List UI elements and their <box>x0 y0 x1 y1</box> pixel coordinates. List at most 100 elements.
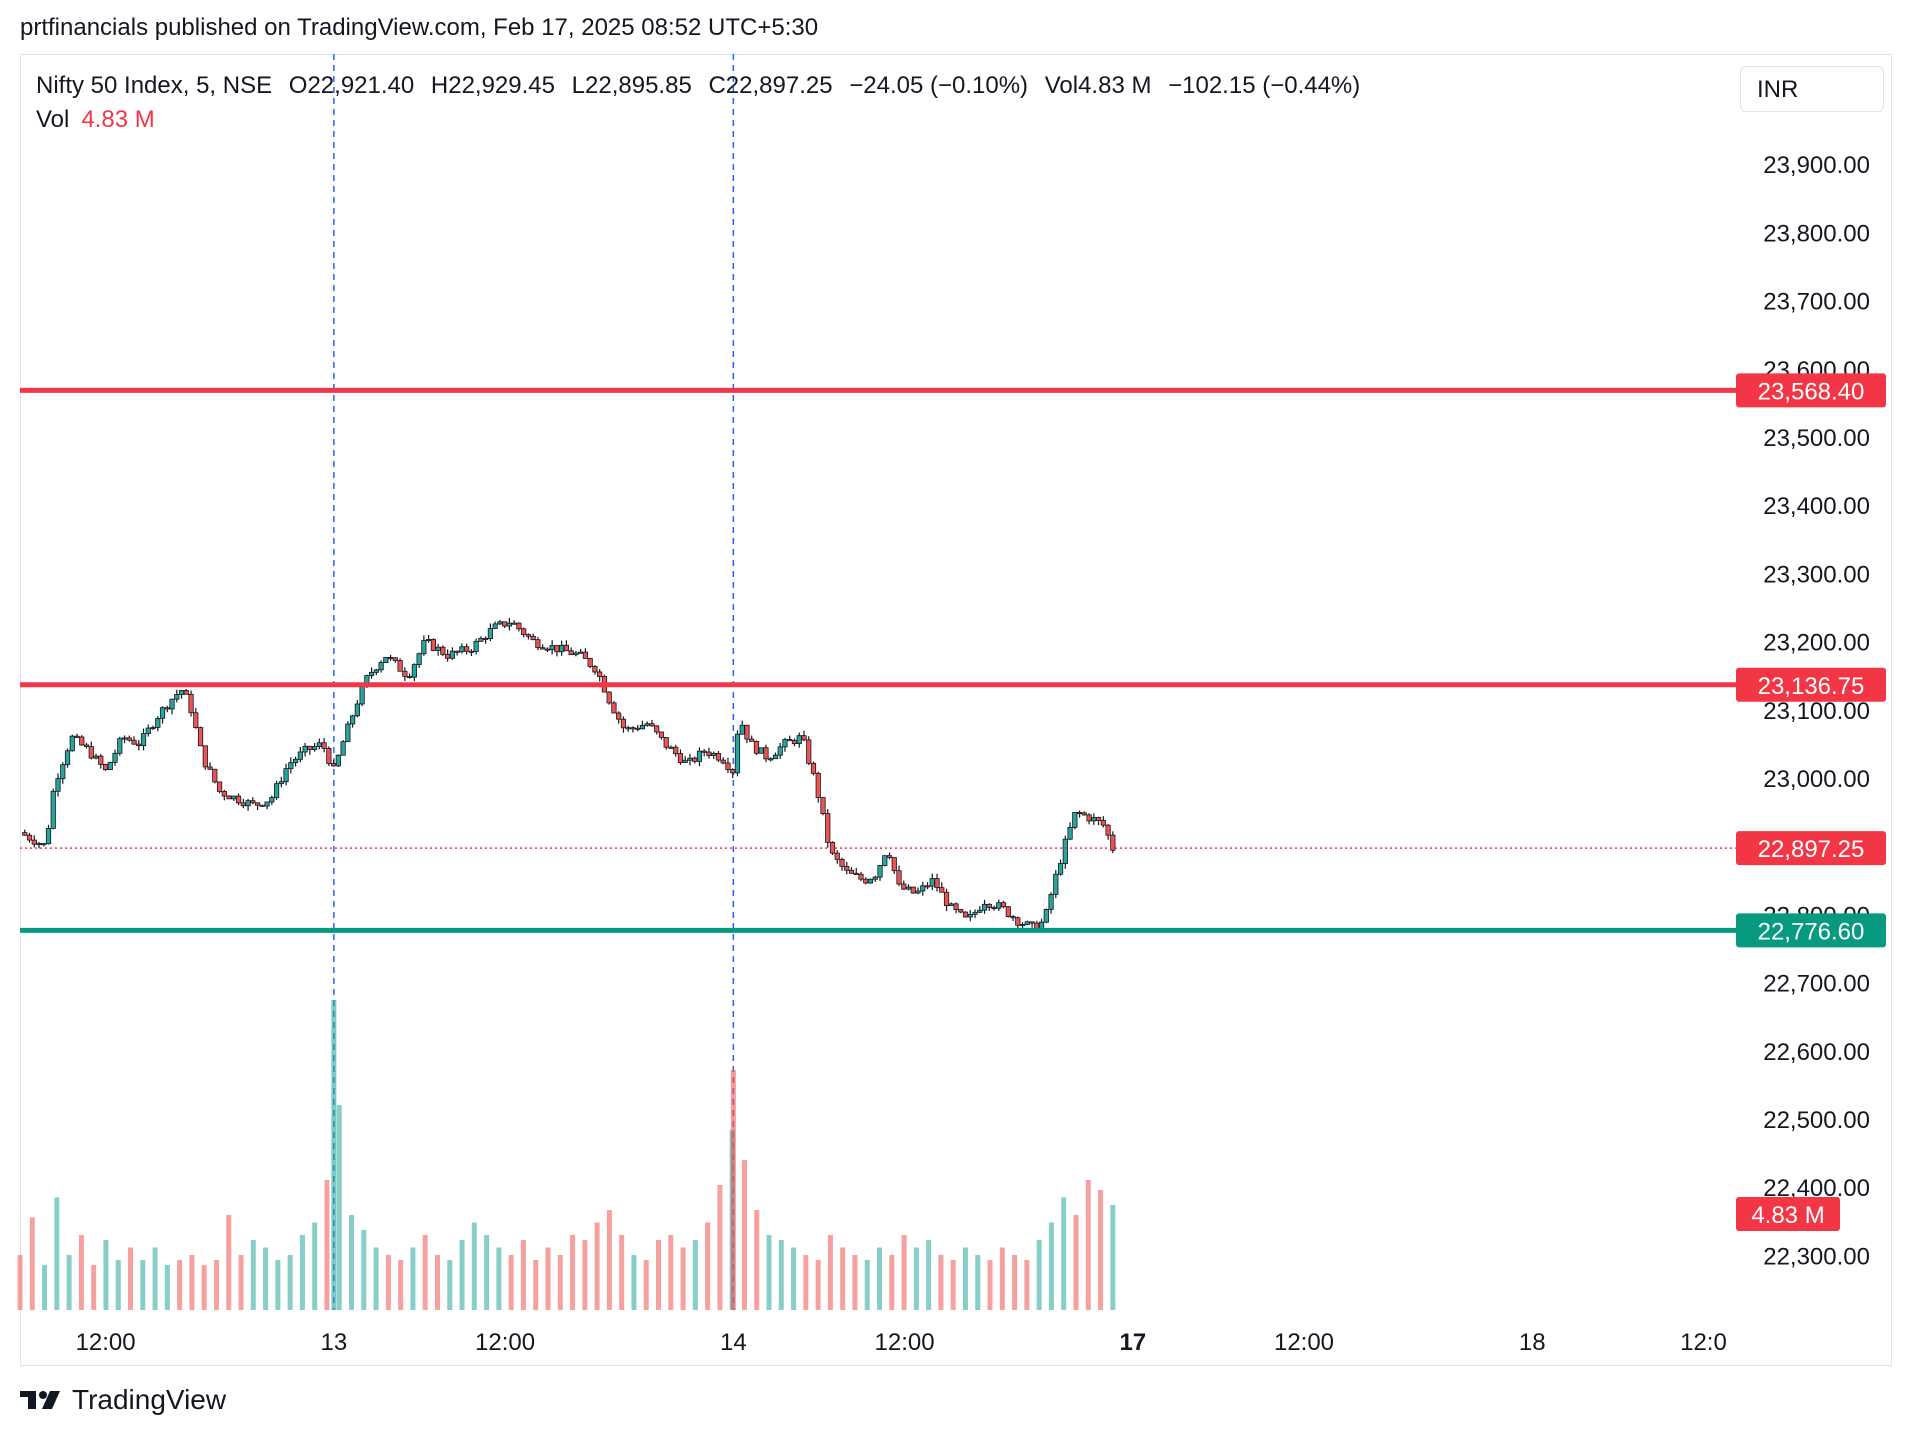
candle-body <box>1053 873 1059 895</box>
tradingview-brand: TradingView <box>20 1384 226 1416</box>
volume-bar <box>1110 1205 1116 1310</box>
volume-bar <box>950 1260 956 1310</box>
candle-body <box>630 727 636 730</box>
candle-body <box>625 727 631 730</box>
candle-body <box>1024 921 1030 925</box>
candle-body <box>1043 909 1049 923</box>
candle-body <box>563 644 570 652</box>
candle-body <box>31 839 37 845</box>
candle-body <box>616 712 622 720</box>
candle-body <box>178 690 185 695</box>
candle-body <box>502 621 508 627</box>
candle-body <box>202 745 208 768</box>
candle-body <box>421 640 427 655</box>
volume-bar <box>889 1255 895 1310</box>
candle-body <box>924 885 931 888</box>
candle-body <box>269 797 275 803</box>
x-tick-label: 12:00 <box>875 1329 935 1356</box>
candle-body <box>744 724 750 740</box>
candle-body <box>934 878 940 889</box>
volume-bar <box>557 1255 563 1310</box>
volume-bar <box>926 1240 932 1310</box>
candle-body <box>411 664 417 678</box>
candle-body <box>435 646 441 651</box>
candle-body <box>597 671 603 677</box>
candle-body <box>478 637 484 642</box>
candle-body <box>977 909 983 913</box>
volume-bar <box>1012 1255 1018 1310</box>
candle-body <box>891 857 897 872</box>
volume-bar <box>29 1217 35 1310</box>
candle-body <box>810 762 817 774</box>
candle-body <box>981 903 988 911</box>
resistance-price-label: 23,568.40 <box>1758 378 1865 405</box>
candle-body <box>991 907 997 910</box>
volume-bar <box>128 1247 134 1310</box>
candle-body <box>516 622 522 630</box>
volume-legend[interactable]: Vol 4.83 M <box>36 106 155 134</box>
ohlc-legend: Nifty 50 Index, 5, NSE O22,921.40 H22,92… <box>36 72 1370 100</box>
candle-body <box>986 903 992 908</box>
volume-bar <box>140 1260 146 1310</box>
volume-bar <box>656 1240 662 1310</box>
candle-body <box>929 878 935 887</box>
volume-bar <box>189 1255 195 1310</box>
candle-body <box>972 911 978 915</box>
candle-body <box>953 903 959 910</box>
candle-body <box>592 665 598 673</box>
volume-bar <box>717 1185 723 1310</box>
candle-body <box>102 764 109 771</box>
volume-bar <box>312 1222 318 1310</box>
candle-body <box>711 753 717 756</box>
volume-bar <box>471 1222 477 1310</box>
candle-body <box>388 657 394 660</box>
volume-bar <box>78 1235 84 1310</box>
volume-bar <box>668 1235 674 1310</box>
candle-body <box>668 746 674 749</box>
legend-open: O22,921.40 <box>288 72 415 99</box>
volume-bar <box>447 1260 453 1310</box>
candle-body <box>654 725 660 733</box>
volume-bar <box>582 1240 588 1310</box>
support-price-tag <box>1736 913 1886 948</box>
candle-body <box>335 754 341 767</box>
candle-body <box>254 802 261 806</box>
candle-body <box>763 747 769 760</box>
candle-body <box>459 646 465 653</box>
candle-body <box>221 791 227 797</box>
candle-body <box>1067 826 1073 840</box>
candle-body <box>473 640 479 652</box>
candle-body <box>88 746 94 759</box>
candle-body <box>768 758 774 761</box>
volume-bar <box>680 1247 686 1310</box>
volume-bar <box>987 1260 993 1310</box>
candle-body <box>283 768 289 783</box>
candle-body <box>682 759 688 763</box>
candle-body <box>212 768 218 783</box>
candle-body <box>193 712 199 728</box>
currency-selector[interactable]: INR <box>1740 66 1884 112</box>
candle-body <box>777 746 783 756</box>
candle-body <box>663 736 669 748</box>
candle-body <box>644 723 650 726</box>
candle-body <box>188 693 194 714</box>
candle-body <box>250 800 256 804</box>
candle-body <box>687 757 693 761</box>
volume-legend-label: Vol <box>36 106 70 133</box>
y-tick-label: 23,200.00 <box>1763 630 1870 657</box>
legend-symbol[interactable]: Nifty 50 Index, 5, NSE <box>36 72 273 99</box>
candle-body <box>848 869 855 874</box>
candle-body <box>734 733 741 774</box>
candle-body <box>573 652 579 656</box>
volume-bar <box>705 1222 711 1310</box>
candle-body <box>706 751 712 756</box>
candle-body <box>55 778 61 792</box>
y-tick-label: 23,800.00 <box>1763 220 1870 247</box>
candle-body <box>1057 863 1064 875</box>
support-price-label: 22,776.60 <box>1758 918 1865 945</box>
chart-frame[interactable] <box>20 54 1892 1366</box>
candle-body <box>506 622 512 627</box>
candle-body <box>730 769 736 774</box>
candle-body <box>140 733 147 747</box>
